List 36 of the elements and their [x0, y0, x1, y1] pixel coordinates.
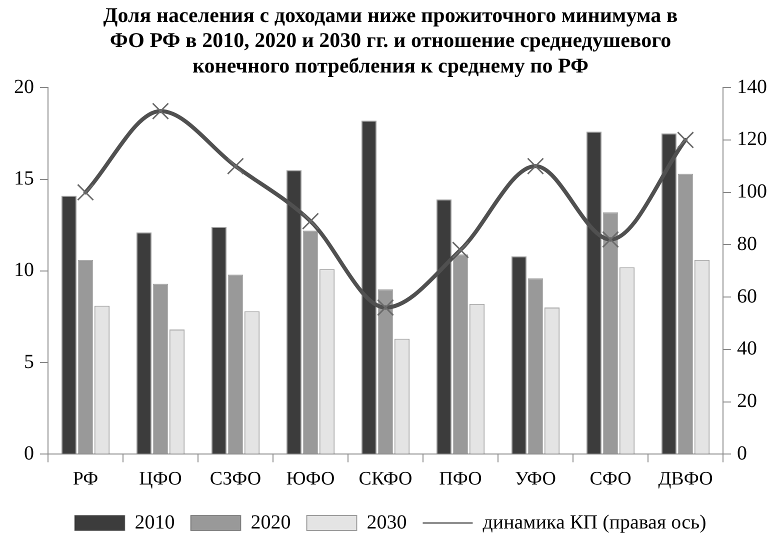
- y2-tick-label: 40: [737, 338, 757, 360]
- legend-label: динамика КП (правая ось): [482, 511, 706, 534]
- point: [226, 158, 244, 175]
- x-tick-label: СКФО: [358, 468, 412, 490]
- y-tick-label: 15: [14, 168, 34, 190]
- x-tick-label: РФ: [72, 468, 98, 490]
- point: [376, 299, 394, 316]
- y-tick-label: 20: [14, 76, 34, 98]
- y2-tick-label: 20: [737, 390, 757, 412]
- point: [152, 102, 170, 120]
- point: [602, 230, 620, 248]
- y-tick-label: 10: [14, 259, 34, 282]
- legend-label: 2020: [250, 511, 291, 534]
- point: [676, 131, 694, 148]
- chart-title: Доля населения с доходами ниже прожиточного минимума в ФО РФ в 2010, 2020 и 2030 гг. и отношение среднедушевого конечного потребления к среднему по РФ: [103, 3, 678, 78]
- x-tick-label: СФО: [590, 468, 632, 490]
- legend-label: 2030: [366, 511, 407, 534]
- y2-tick-label: 0: [737, 442, 747, 464]
- y-tick-label: 0: [24, 442, 34, 464]
- y2-tick-label: 120: [737, 128, 767, 150]
- point: [76, 184, 94, 201]
- x-tick-label: УФО: [514, 468, 556, 490]
- y-tick-label: 5: [24, 350, 34, 373]
- y2-tick-label: 60: [737, 285, 757, 308]
- x-tick-label: ЦФО: [139, 468, 182, 490]
- y2-tick-label: 80: [737, 232, 757, 255]
- y2-tick-label: 140: [737, 76, 767, 98]
- point: [526, 158, 544, 175]
- legend-label: 2010: [134, 511, 175, 534]
- x-tick-label: ПФО: [439, 468, 482, 490]
- x-tick-label: СЗФО: [210, 468, 262, 490]
- y2-tick-label: 100: [737, 180, 767, 203]
- x-tick-label: ЮФО: [286, 468, 335, 490]
- x-tick-label: ДВФО: [658, 468, 713, 490]
- point: [452, 241, 470, 258]
- point: [302, 212, 320, 230]
